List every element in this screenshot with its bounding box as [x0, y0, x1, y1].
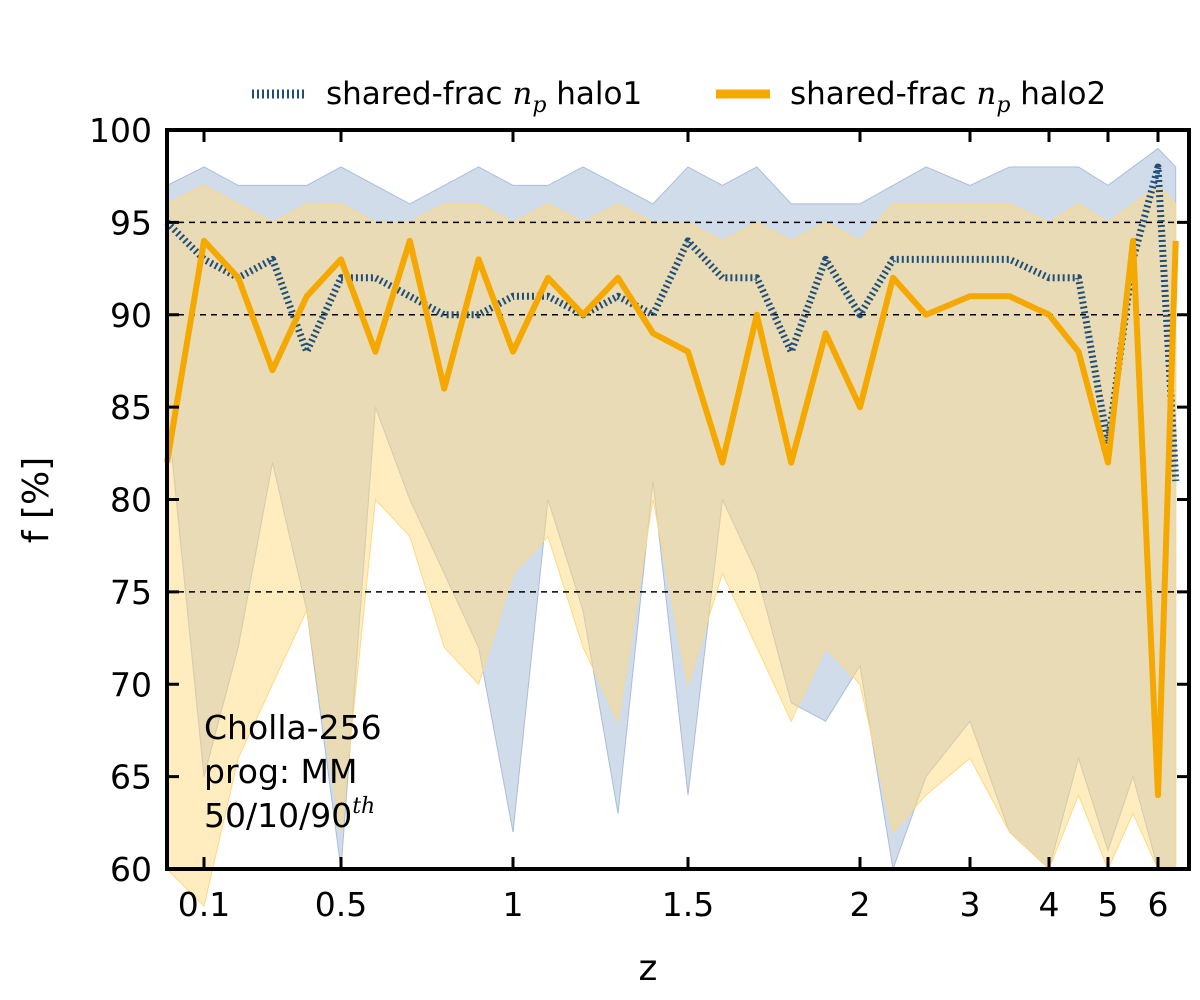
annotation-line-2: prog: MM	[204, 752, 357, 791]
legend-label-halo1: shared-frac np halo1	[326, 76, 642, 118]
y-tick-label: 65	[110, 758, 152, 797]
median-line-series-2	[164, 237, 1179, 799]
y-tick-label: 90	[110, 296, 152, 335]
x-tick-label: 5	[1098, 885, 1119, 924]
y-tick-label: 70	[110, 665, 152, 704]
median-line-series-1	[164, 163, 1180, 482]
y-tick-label: 100	[89, 111, 152, 150]
x-tick-label: 0.1	[178, 885, 230, 924]
annotation: Cholla-256 prog: MM 50/10/90th	[204, 708, 382, 835]
x-axis-label: z	[639, 948, 658, 989]
annotation-line-3-base: 50/10/90	[204, 796, 352, 835]
legend: shared-frac np halo1 shared-frac np halo…	[252, 76, 1106, 118]
legend-halo1-suffix: halo1	[546, 76, 642, 112]
x-axis-ticks: 0.1 0.5 1 1.5 2 3 4 5 6	[178, 130, 1169, 924]
legend-label-halo2: shared-frac np halo2	[790, 76, 1106, 118]
annotation-line-1: Cholla-256	[204, 708, 382, 747]
y-tick-label: 80	[110, 481, 152, 520]
y-tick-label: 95	[110, 203, 152, 242]
legend-halo2-suffix: halo2	[1010, 76, 1106, 112]
x-tick-label: 0.5	[315, 885, 367, 924]
legend-halo2-sub: p	[996, 93, 1010, 118]
y-tick-label: 75	[110, 573, 152, 612]
x-tick-label: 6	[1148, 885, 1169, 924]
y-tick-label: 85	[110, 388, 152, 427]
legend-halo2-var: n	[976, 76, 996, 112]
y-axis-ticks: 60 65 70 75 80 85 90 95 100	[89, 111, 1189, 889]
median-lines	[164, 163, 1180, 799]
legend-halo1-sub: p	[532, 93, 546, 118]
x-tick-label: 4	[1039, 885, 1060, 924]
y-tick-label: 60	[110, 850, 152, 889]
annotation-line-3-sup: th	[352, 794, 375, 819]
x-tick-label: 3	[960, 885, 981, 924]
legend-halo2-prefix: shared-frac	[790, 76, 976, 112]
x-tick-label: 1	[503, 885, 524, 924]
legend-halo1-prefix: shared-frac	[326, 76, 512, 112]
legend-halo1-var: n	[512, 76, 532, 112]
x-tick-label: 1.5	[662, 885, 714, 924]
annotation-line-3: 50/10/90th	[204, 794, 375, 835]
reference-lines	[167, 221, 1189, 593]
x-tick-label: 2	[850, 885, 871, 924]
percentile-bands	[166, 147, 1177, 907]
y-axis-label: f [%]	[16, 457, 57, 543]
